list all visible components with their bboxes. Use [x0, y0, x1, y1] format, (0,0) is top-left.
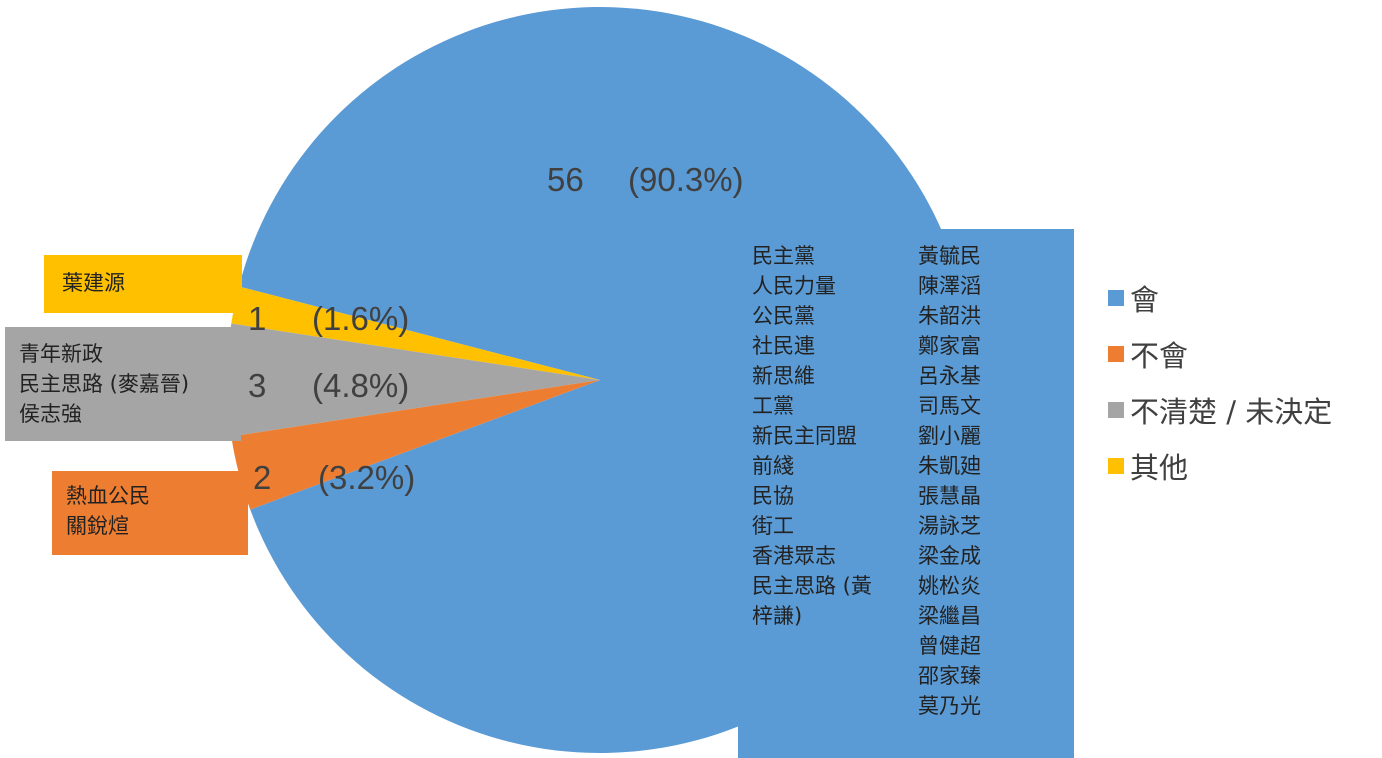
- callout-line: 劉小麗: [918, 424, 981, 448]
- callout-line: 侯志強: [19, 402, 82, 426]
- callout-line: 鄭家富: [918, 334, 981, 358]
- slice-unsure: [227, 323, 601, 437]
- callout-yes-col1: 民主黨 人民力量 公民黨 社民連 新思維 工黨 新民主同盟 前綫 民協 街工 香…: [752, 241, 872, 631]
- callout-line: 葉建源: [62, 271, 125, 295]
- callout-line: 民主黨: [752, 244, 815, 268]
- callout-line: 陳澤滔: [918, 274, 981, 298]
- data-label-other-percent: (1.6%): [312, 300, 409, 337]
- data-label-other-count: 1: [248, 300, 266, 337]
- legend-item: 不會: [1108, 326, 1332, 382]
- legend-label: 不清楚 / 未決定: [1130, 395, 1333, 429]
- callout-line: 黃毓民: [918, 244, 981, 268]
- legend-item: 其他: [1108, 438, 1332, 494]
- slice-other: [231, 286, 600, 380]
- legend-swatch: [1108, 346, 1124, 362]
- legend-swatch: [1108, 402, 1124, 418]
- legend-swatch: [1108, 290, 1124, 306]
- callout-line: 前綫: [752, 454, 794, 478]
- callout-line: 朱凱廸: [918, 454, 981, 478]
- callout-line: 湯詠芝: [918, 514, 981, 538]
- pie-data-labels: 56 (90.3%) 1 (1.6%) 3 (4.8%) 2 (3.2%): [248, 161, 744, 496]
- callout-line: 新思維: [752, 364, 815, 388]
- callout-line: 梁金成: [918, 544, 981, 568]
- callout-box-yes: 民主黨 人民力量 公民黨 社民連 新思維 工黨 新民主同盟 前綫 民協 街工 香…: [738, 229, 1074, 758]
- callout-line: 民協: [752, 484, 794, 508]
- callout-line: 邵家臻: [918, 664, 981, 688]
- callout-line: 梓謙): [752, 604, 803, 628]
- callout-line: 曾健超: [918, 634, 981, 658]
- legend-label: 不會: [1130, 339, 1189, 373]
- callout-line: 朱韶洪: [918, 304, 981, 328]
- chart-legend: 會 不會 不清楚 / 未決定 其他: [1108, 270, 1332, 494]
- callout-line: 社民連: [752, 334, 815, 358]
- callout-box-other: 葉建源: [44, 255, 242, 313]
- data-label-unsure-percent: (4.8%): [312, 367, 409, 404]
- callout-line: 關銳煊: [66, 514, 129, 538]
- callout-line: 民主思路 (黃: [752, 574, 872, 598]
- callout-line: 熱血公民: [66, 484, 150, 508]
- callout-box-unsure: 青年新政 民主思路 (麥嘉晉) 侯志強: [5, 327, 241, 441]
- callout-line: 公民黨: [752, 304, 815, 328]
- callout-line: 工黨: [752, 394, 794, 418]
- callout-line: 民主思路 (麥嘉晉): [19, 372, 190, 396]
- data-label-no-count: 2: [253, 459, 271, 496]
- legend-label: 其他: [1130, 451, 1189, 485]
- callout-line: 街工: [752, 514, 794, 538]
- legend-item: 會: [1108, 270, 1332, 326]
- callout-line: 呂永基: [918, 364, 981, 388]
- data-label-no-percent: (3.2%): [318, 459, 415, 496]
- callout-line: 青年新政: [19, 342, 103, 366]
- callout-line: 莫乃光: [918, 694, 981, 718]
- legend-item: 不清楚 / 未決定: [1108, 382, 1332, 438]
- callout-line: 人民力量: [752, 274, 836, 298]
- callout-line: 梁繼昌: [918, 604, 981, 628]
- legend-label: 會: [1130, 283, 1160, 317]
- callout-line: 司馬文: [918, 394, 981, 418]
- callout-yes-col2: 黃毓民 陳澤滔 朱韶洪 鄭家富 呂永基 司馬文 劉小麗 朱凱廸 張慧晶 湯詠芝 …: [918, 241, 981, 721]
- callout-line: 香港眾志: [752, 544, 836, 568]
- data-label-unsure-count: 3: [248, 367, 266, 404]
- callout-line: 張慧晶: [918, 484, 981, 508]
- callout-line: 姚松炎: [918, 574, 981, 598]
- legend-swatch: [1108, 458, 1124, 474]
- callout-box-no: 熱血公民 關銳煊: [52, 471, 248, 555]
- data-label-yes-percent: (90.3%): [628, 161, 744, 198]
- slice-no: [231, 380, 600, 510]
- callout-line: 新民主同盟: [752, 424, 857, 448]
- data-label-yes-count: 56: [547, 161, 584, 198]
